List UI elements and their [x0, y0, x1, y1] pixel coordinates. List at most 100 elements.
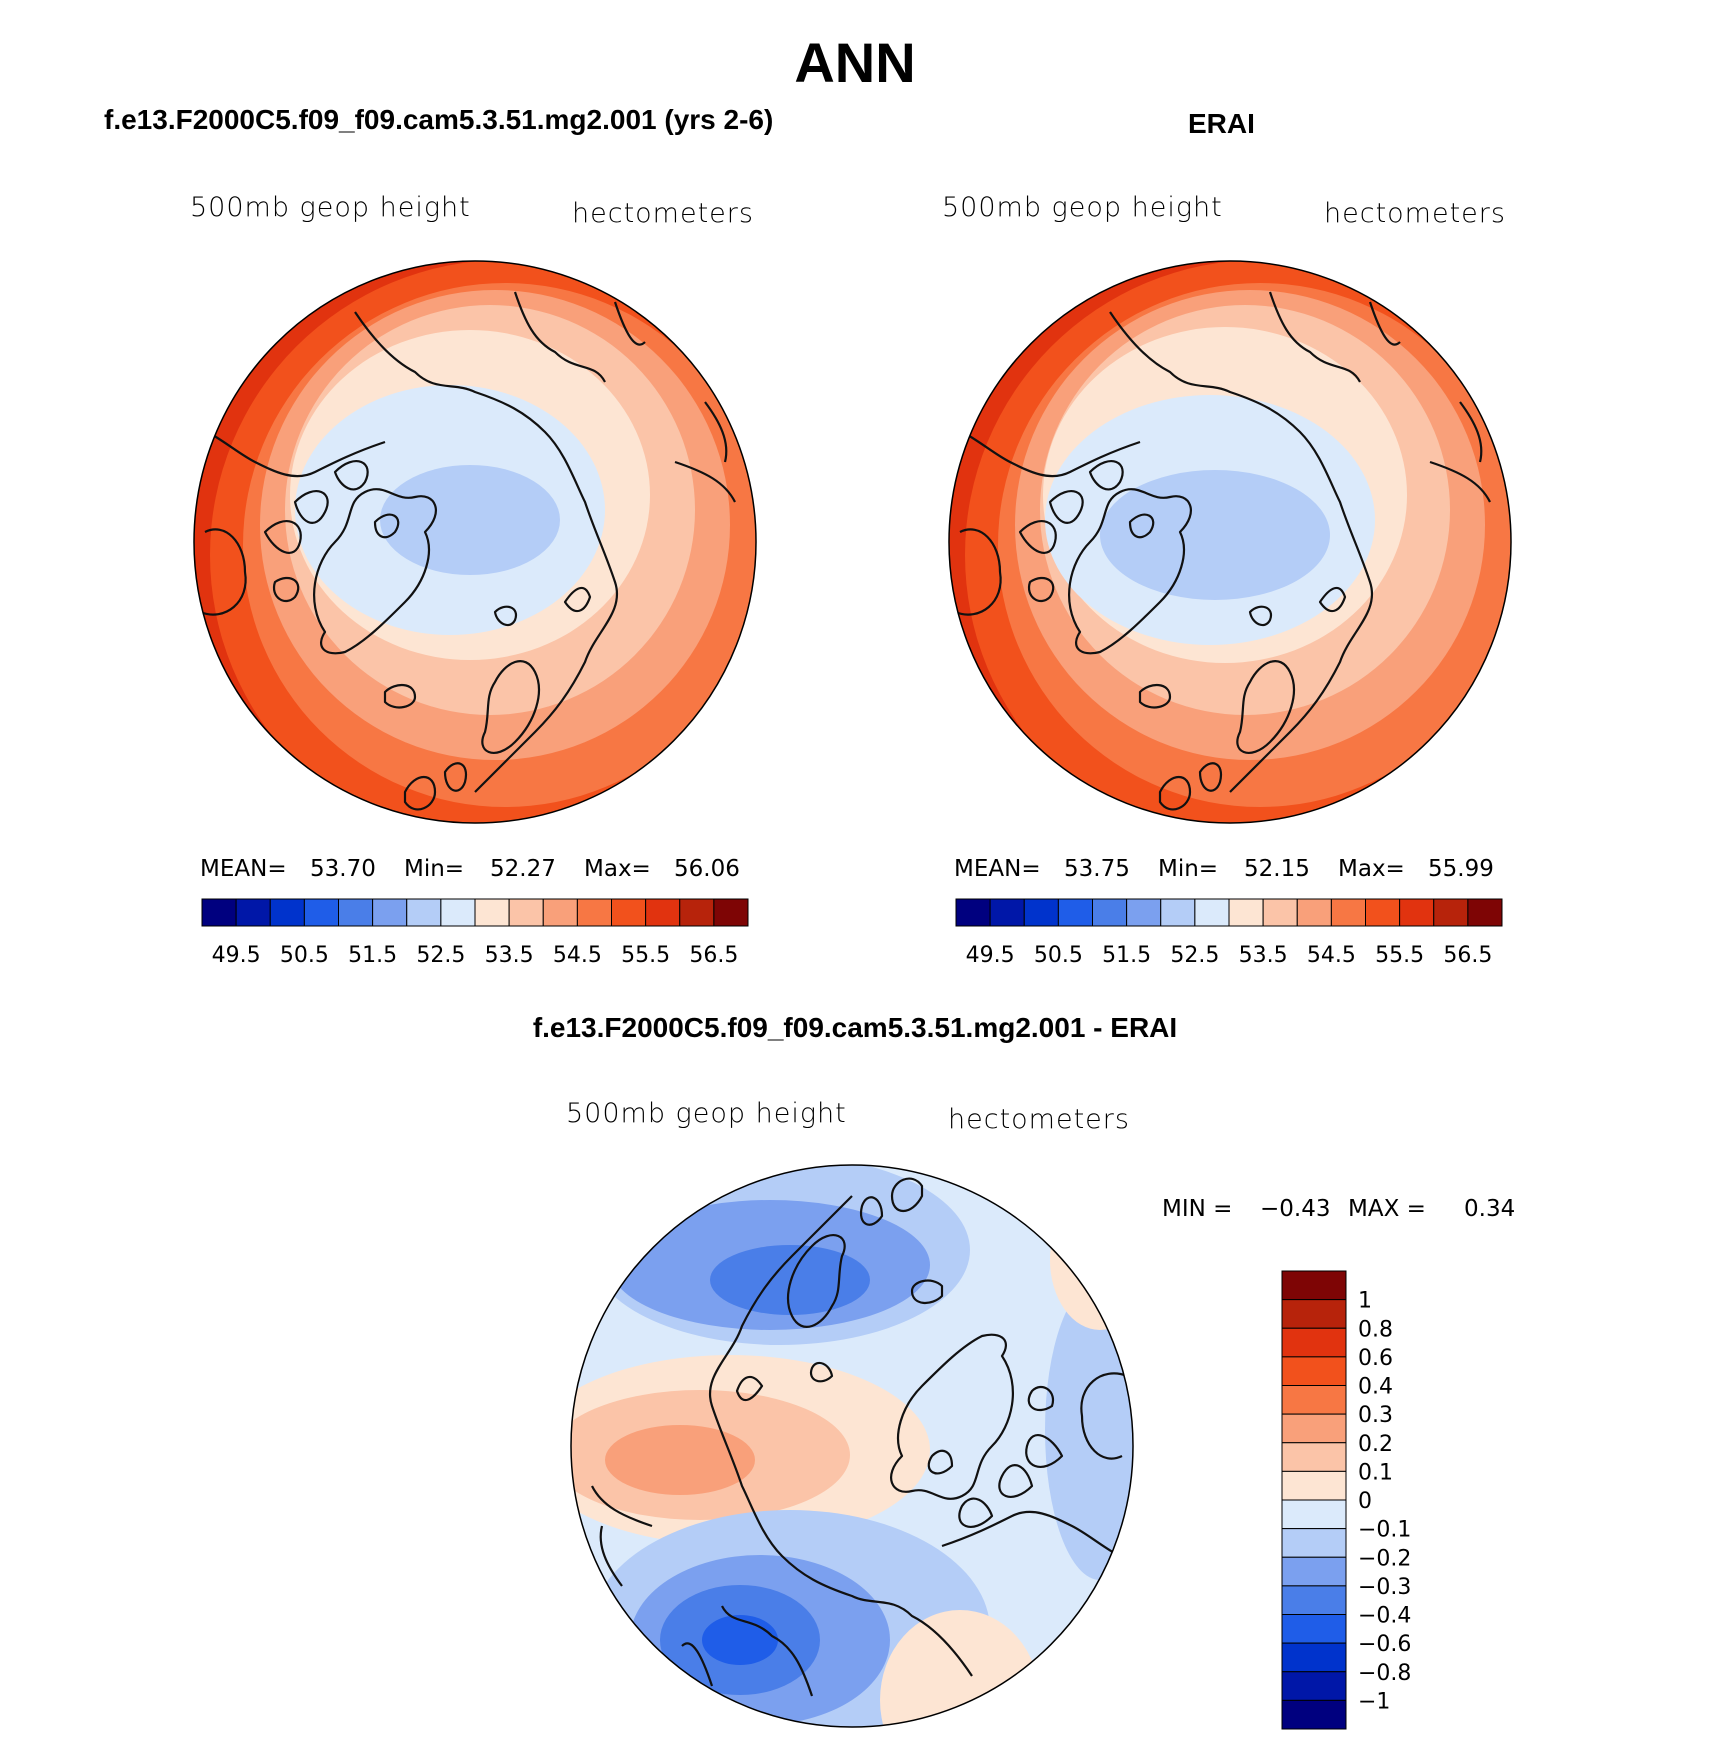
panel-2-colorbar-swatch — [1365, 898, 1401, 927]
panel-1-colorbar-swatch — [474, 898, 510, 927]
panel-1-colorbar-swatch — [269, 898, 305, 927]
panel-3-colorbar-swatch — [1281, 1528, 1347, 1558]
panel-2-min-label: Min= — [1158, 856, 1219, 882]
panel-1-colorbar-swatch — [303, 898, 339, 927]
panel-3-max-label: MAX = — [1348, 1196, 1426, 1222]
panel-2-mean-label: MEAN= — [954, 856, 1041, 882]
panel-3-colorbar: 1 0.8 0.6 0.4 0.3 0.2 0.1 0 −0.1 −0.2 −0.3 −0.4 −0.6… — [1281, 1270, 1411, 1730]
panel-2-colorbar-swatch — [955, 898, 991, 927]
panel-3-map — [570, 1164, 1134, 1728]
panel-2-colorbar-swatch — [1194, 898, 1230, 927]
panel-3-colorbar-tick-label: −0.3 — [1358, 1575, 1411, 1600]
panel-1-colorbar-swatch — [372, 898, 408, 927]
panel-3-colorbar-swatch — [1281, 1470, 1347, 1501]
panel-3-colorbar-tick-label: −1 — [1358, 1689, 1390, 1714]
panel-2-colorbar-swatch — [989, 898, 1025, 927]
panel-3-colorbar-swatch — [1281, 1556, 1347, 1587]
panel-2-colorbar: 49.5 50.5 51.5 52.5 53.5 54.5 55.5 56.5 — [955, 898, 1503, 968]
panel-1-max-label: Max= — [584, 856, 651, 882]
panel-3-colorbar-tick-label: −0.6 — [1358, 1632, 1411, 1657]
panel-1-min-label: Min= — [404, 856, 465, 882]
panel-1-colorbar-swatch — [679, 898, 715, 927]
panel-2-min-value: 52.15 — [1244, 856, 1310, 882]
panel-3-colorbar-tick-label: 0.8 — [1358, 1317, 1393, 1342]
panel-3-colorbar-swatch — [1281, 1642, 1347, 1673]
panel-3-colorbar-swatch — [1281, 1442, 1347, 1472]
panel-1-colorbar-swatch — [338, 898, 374, 927]
panel-2-colorbar-swatch — [1160, 898, 1196, 927]
panel-2-mean-value: 53.75 — [1064, 856, 1130, 882]
panel-1-colorbar: 49.5 50.5 51.5 52.5 53.5 54.5 55.5 56.5 — [201, 898, 749, 968]
panel-3-colorbar-swatch — [1281, 1385, 1347, 1415]
panel-3-colorbar-swatch — [1281, 1699, 1347, 1730]
panel-2-colorbar-swatch — [1399, 898, 1435, 927]
panel-1-title: f.e13.F2000C5.f09_f09.cam5.3.51.mg2.001 … — [104, 104, 774, 135]
panel-2-max-value: 55.99 — [1428, 856, 1494, 882]
panel-3-colorbar-tick-label: 0.2 — [1358, 1432, 1393, 1457]
panel-2-field-label: 500mb geop height — [942, 192, 1223, 223]
panel-3-colorbar-swatch — [1281, 1585, 1347, 1615]
panel-3-colorbar-tick-label: −0.8 — [1358, 1661, 1411, 1686]
panel-2-colorbar-swatch — [1467, 898, 1503, 927]
panel-2-colorbar-swatch — [1433, 898, 1469, 927]
panel-3-max-value: 0.34 — [1464, 1196, 1516, 1222]
panel-3-colorbar-swatch — [1281, 1413, 1347, 1444]
panel-1-colorbar-tick-label: 49.5 — [212, 943, 261, 968]
panel-1-colorbar-swatch — [713, 898, 749, 927]
panel-1-colorbar-tick-label: 53.5 — [485, 943, 534, 968]
panel-1-colorbar-tick-label: 51.5 — [348, 943, 397, 968]
panel-3-colorbar-tick-label: 0.6 — [1358, 1346, 1393, 1371]
panel-3-colorbar-tick-label: 0.3 — [1358, 1403, 1393, 1428]
panel-3-colorbar-tick-label: −0.1 — [1358, 1518, 1411, 1543]
panel-2-colorbar-tick-label: 50.5 — [1034, 943, 1083, 968]
panel-1-map — [193, 260, 757, 824]
panel-3-units-label: hectometers — [948, 1104, 1130, 1135]
panel-3-colorbar-tick-label: 0.1 — [1358, 1460, 1393, 1485]
panel-1-min-value: 52.27 — [490, 856, 556, 882]
panel-2-colorbar-swatch — [1126, 898, 1162, 927]
panel-3-colorbar-tick-label: 1 — [1358, 1289, 1372, 1314]
panel-1-colorbar-tick-label: 55.5 — [621, 943, 670, 968]
panel-2-colorbar-swatch — [1057, 898, 1093, 927]
panel-3-min-label: MIN = — [1162, 1196, 1233, 1222]
panel-1-stats: MEAN= 53.70 Min= 52.27 Max= 56.06 — [200, 856, 760, 886]
panel-1-colorbar-tick-label: 56.5 — [689, 943, 738, 968]
panel-2-colorbar-swatch — [1092, 898, 1128, 927]
panel-3-colorbar-swatch — [1281, 1270, 1347, 1301]
panel-2-colorbar-tick-label: 56.5 — [1443, 943, 1492, 968]
panel-3-colorbar-tick-label: −0.2 — [1358, 1546, 1411, 1571]
panel-1-mean-label: MEAN= — [200, 856, 287, 882]
panel-1-colorbar-tick-label: 54.5 — [553, 943, 602, 968]
panel-2-map — [948, 260, 1512, 824]
panel-2-colorbar-swatch — [1262, 898, 1298, 927]
panel-2-title: ERAI — [1188, 108, 1255, 139]
panel-3-colorbar-tick-label: 0 — [1358, 1489, 1372, 1514]
panel-3-colorbar-swatch — [1281, 1356, 1347, 1386]
panel-3-colorbar-swatch — [1281, 1299, 1347, 1329]
panel-1-colorbar-tick-label: 52.5 — [416, 943, 465, 968]
panel-3-colorbar-tick-label: 0.4 — [1358, 1375, 1393, 1400]
panel-2-colorbar-swatch — [1330, 898, 1366, 927]
panel-2-colorbar-swatch — [1023, 898, 1059, 927]
panel-3-colorbar-swatch — [1281, 1671, 1347, 1701]
panel-1-colorbar-swatch — [576, 898, 612, 927]
panel-1-colorbar-swatch — [611, 898, 647, 927]
panel-2-colorbar-tick-label: 55.5 — [1375, 943, 1424, 968]
panel-1-colorbar-swatch — [440, 898, 476, 927]
panel-1-colorbar-swatch — [645, 898, 681, 927]
panel-2-colorbar-tick-label: 49.5 — [966, 943, 1015, 968]
panel-1-units-label: hectometers — [572, 198, 754, 229]
panel-1-colorbar-swatch — [235, 898, 271, 927]
panel-1-mean-value: 53.70 — [310, 856, 376, 882]
panel-1-field-label: 500mb geop height — [190, 192, 471, 223]
figure-title: ANN — [794, 31, 916, 94]
panel-3-stats: MIN = −0.43 MAX = 0.34 — [1162, 1196, 1522, 1226]
panel-1-max-value: 56.06 — [674, 856, 740, 882]
panel-3-field-label: 500mb geop height — [566, 1098, 847, 1129]
panel-2-stats: MEAN= 53.75 Min= 52.15 Max= 55.99 — [954, 856, 1514, 886]
panel-3-colorbar-swatch — [1281, 1499, 1347, 1530]
panel-2-colorbar-swatch — [1228, 898, 1264, 927]
panel-2-colorbar-tick-label: 51.5 — [1102, 943, 1151, 968]
panel-3-title: f.e13.F2000C5.f09_f09.cam5.3.51.mg2.001 … — [532, 1012, 1178, 1043]
